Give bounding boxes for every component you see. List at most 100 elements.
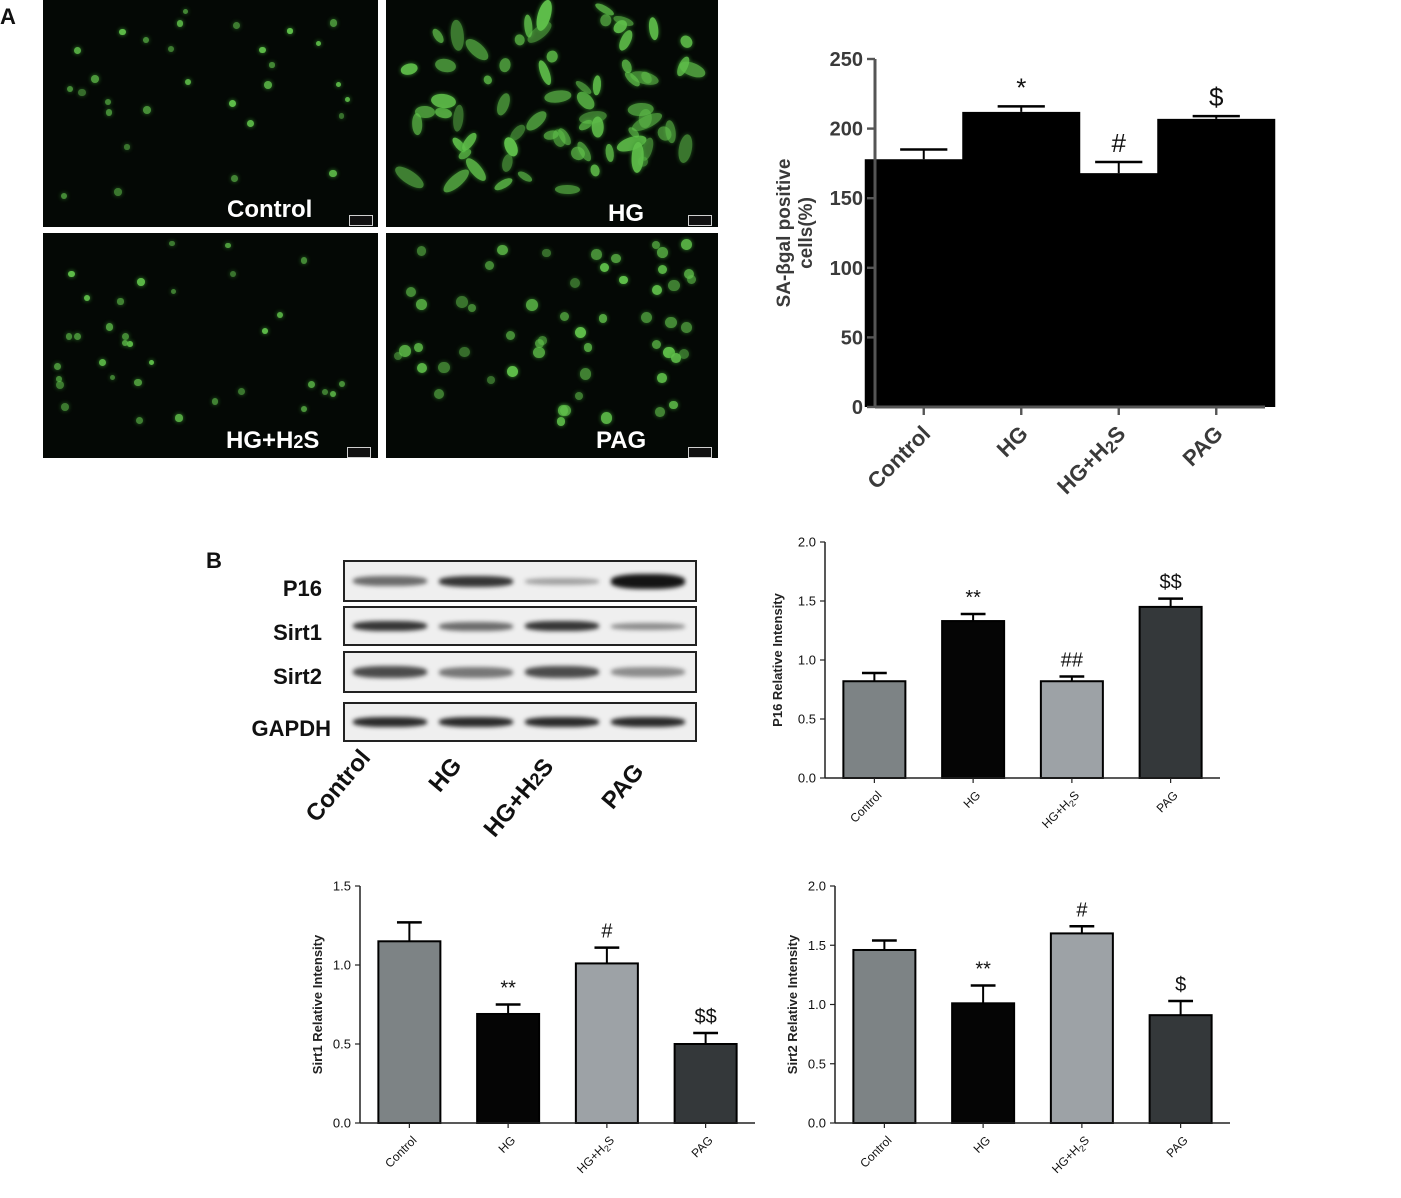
blot-band bbox=[525, 621, 599, 631]
cell-spot bbox=[391, 162, 427, 192]
blot-band bbox=[439, 717, 513, 727]
y-tick-label-p16-3: 1.5 bbox=[798, 594, 816, 609]
cell-spot bbox=[261, 328, 268, 334]
bar-sirt1-1 bbox=[476, 1012, 541, 1124]
cell-spot bbox=[494, 91, 512, 118]
scale-bar bbox=[347, 447, 371, 458]
cell-spot bbox=[84, 295, 91, 302]
significance-label-p16-1: ** bbox=[965, 587, 981, 609]
significance-label-sirt1-3: $$ bbox=[695, 1006, 717, 1028]
cell-spot bbox=[182, 8, 189, 15]
y-tick-label-sirt2-0: 0.0 bbox=[808, 1116, 826, 1131]
cell-spot bbox=[124, 144, 130, 150]
y-tick-label-sirt2-4: 2.0 bbox=[808, 879, 826, 894]
cell-spot bbox=[149, 359, 155, 366]
cell-spot bbox=[556, 417, 566, 426]
cell-spot bbox=[434, 57, 458, 74]
cell-spot bbox=[575, 326, 587, 338]
significance-label-sirt2-3: $ bbox=[1175, 974, 1186, 996]
cell-spot bbox=[276, 311, 283, 318]
bar-p16-2 bbox=[1039, 680, 1104, 780]
cell-spot bbox=[484, 260, 495, 271]
cell-spot bbox=[542, 248, 551, 257]
cell-spot bbox=[579, 368, 591, 380]
cell-spot bbox=[543, 89, 573, 105]
cell-spot bbox=[462, 35, 492, 64]
y-tick-label-sirt2-1: 0.5 bbox=[808, 1056, 826, 1071]
cell-spot bbox=[258, 46, 266, 54]
cell-spot bbox=[143, 106, 152, 115]
cell-spot bbox=[167, 46, 174, 53]
bar-sirt2-3 bbox=[1148, 1014, 1213, 1124]
micrograph-label-pag: PAG bbox=[596, 427, 647, 454]
bar-sirt1-2 bbox=[574, 962, 639, 1124]
y-tick-label-sa-bgal-5: 250 bbox=[830, 49, 863, 71]
cell-spot bbox=[121, 332, 130, 341]
micrograph-hg-h2s: HG+H2S bbox=[43, 233, 378, 458]
cell-spot bbox=[434, 106, 454, 120]
cell-spot bbox=[225, 242, 232, 249]
cell-spot bbox=[523, 108, 550, 135]
cell-spot bbox=[652, 284, 663, 295]
cell-spot bbox=[114, 188, 122, 196]
cell-spot bbox=[459, 346, 470, 358]
cell-spot bbox=[526, 299, 539, 311]
cell-spot bbox=[555, 184, 581, 194]
cell-spot bbox=[393, 352, 403, 361]
blot-strip-p16 bbox=[343, 560, 697, 602]
bar-sirt2-2 bbox=[1049, 932, 1114, 1125]
y-axis-label-p16: P16 Relative Intensity bbox=[770, 592, 785, 726]
blot-band bbox=[439, 666, 513, 678]
cell-spot bbox=[300, 257, 308, 264]
cell-spot bbox=[119, 28, 127, 36]
cell-spot bbox=[417, 362, 428, 374]
cell-spot bbox=[670, 352, 681, 363]
y-tick-label-p16-4: 2.0 bbox=[798, 535, 816, 550]
cell-spot bbox=[438, 361, 450, 374]
y-axis-label-sirt1: Sirt1 Relative Intensity bbox=[310, 934, 325, 1074]
cell-spot bbox=[574, 392, 583, 401]
cell-spot bbox=[67, 270, 75, 278]
x-tick-label-sirt2-3: PAG bbox=[1164, 1133, 1191, 1160]
y-axis-label-sa-bgal-line1: SA-βgal positive bbox=[774, 159, 795, 308]
scale-bar bbox=[688, 447, 712, 458]
x-tick-label-sa-bgal-1: HG bbox=[992, 421, 1033, 462]
cell-spot bbox=[669, 400, 678, 409]
cell-spot bbox=[175, 414, 183, 422]
cell-spot bbox=[232, 22, 240, 30]
bar-sirt1-0 bbox=[377, 940, 442, 1124]
cell-spot bbox=[599, 14, 612, 28]
panel-label-b: B bbox=[206, 548, 222, 573]
sirt1-bar-chart: Control ** HG # HG+H2S $$ PAG 0.0 0.5 1.0 1.5 Sirt1… bbox=[310, 879, 755, 1178]
cell-spot bbox=[676, 133, 695, 164]
cell-spot bbox=[405, 286, 417, 298]
y-tick-label-sa-bgal-2: 100 bbox=[830, 258, 863, 280]
cell-spot bbox=[98, 359, 106, 367]
cell-spot bbox=[560, 312, 570, 322]
cell-spot bbox=[345, 97, 351, 103]
x-tick-label-p16-3: PAG bbox=[1154, 788, 1181, 815]
cell-spot bbox=[67, 86, 74, 93]
micrograph-pag: PAG bbox=[386, 233, 718, 458]
cell-spot bbox=[665, 316, 677, 329]
cell-spot bbox=[109, 375, 115, 381]
cell-spot bbox=[135, 416, 144, 425]
cell-spot bbox=[452, 104, 465, 133]
cell-spot bbox=[308, 380, 316, 388]
cell-spot bbox=[487, 375, 496, 385]
cell-spot bbox=[335, 81, 341, 88]
micrograph-control: Control bbox=[43, 0, 378, 227]
cell-spot bbox=[329, 169, 337, 178]
cell-spot bbox=[657, 264, 667, 274]
x-tick-label-sa-bgal-0: Control bbox=[862, 421, 935, 494]
blot-band bbox=[525, 666, 599, 678]
y-tick-label-sirt2-2: 1.0 bbox=[808, 997, 826, 1012]
cell-spot bbox=[411, 112, 423, 136]
bar-sirt2-0 bbox=[852, 948, 917, 1124]
blot-strip-gapdh bbox=[343, 702, 697, 742]
cell-spot bbox=[646, 16, 660, 41]
cell-spot bbox=[117, 298, 124, 305]
cell-spot bbox=[656, 246, 668, 258]
cell-spot bbox=[269, 62, 275, 68]
blot-lane-label-hg-h2s: HG+H2S bbox=[478, 753, 560, 843]
